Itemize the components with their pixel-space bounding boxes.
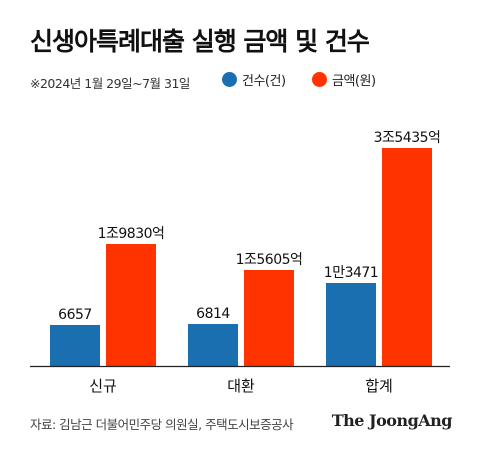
data-label-amount-1: 1조5605억	[236, 252, 303, 268]
bar-count-1	[188, 324, 238, 366]
x-tick-label-0: 신규	[89, 377, 117, 395]
data-label-amount-0: 1조9830억	[98, 226, 165, 242]
data-label-count-2: 1만3471	[324, 265, 378, 281]
chart-title: 신생아특례대출 실행 금액 및 건수	[30, 27, 370, 56]
data-label-count-0: 6657	[58, 307, 92, 323]
legend-label-amount: 금액(원)	[332, 74, 376, 89]
publisher-logo: The JoongAng	[331, 411, 453, 430]
chart-subtitle: ※2024년 1월 29일~7월 31일	[30, 76, 190, 91]
bar-count-0	[50, 324, 100, 366]
x-tick-label-1: 대환	[227, 377, 255, 395]
legend-swatch-amount	[312, 72, 327, 87]
bar-count-2	[326, 283, 376, 366]
legend-item-amount: 금액(원)	[312, 70, 376, 89]
source-note: 자료: 김남근 더불어민주당 의원실, 주택도시보증공사	[30, 417, 294, 432]
bar-amount-2	[382, 148, 432, 366]
bar-amount-0	[106, 244, 156, 366]
x-tick-label-2: 합계	[365, 377, 393, 395]
legend-item-count: 건수(건)	[222, 70, 286, 89]
data-label-count-1: 6814	[196, 306, 230, 322]
legend-swatch-count	[222, 72, 237, 87]
bar-amount-1	[244, 269, 294, 366]
legend-label-count: 건수(건)	[242, 74, 286, 89]
data-label-amount-2: 3조5435억	[374, 130, 441, 146]
